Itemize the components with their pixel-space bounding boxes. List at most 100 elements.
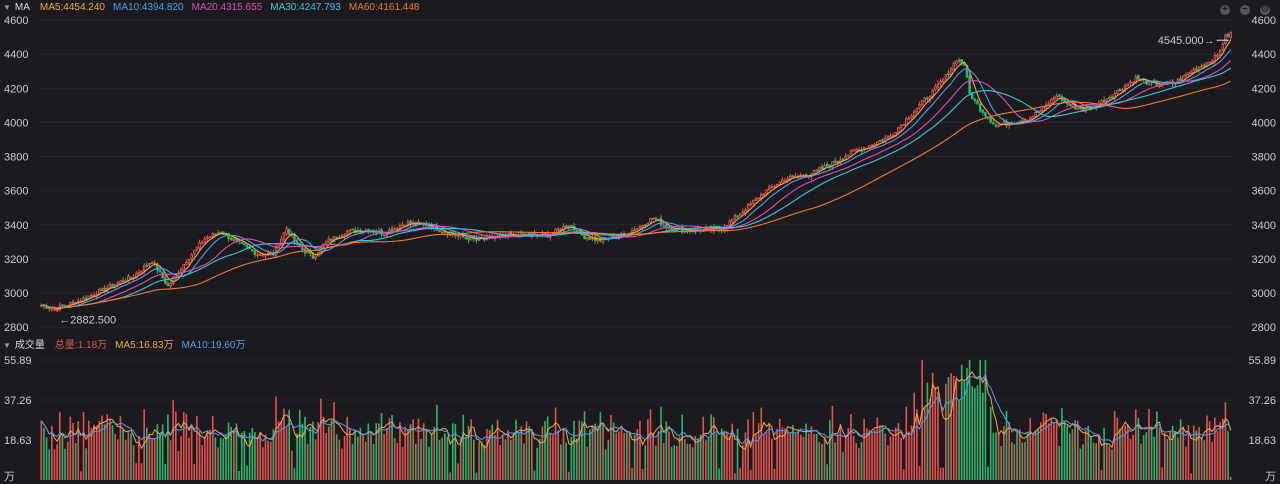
- candle: [744, 207, 747, 217]
- price-tick-right-label: 3400: [1252, 220, 1276, 232]
- volume-legend-bar: ▼ 成交量 总量:1.18万 MA5:16.83万 MA10:19.60万: [0, 338, 1280, 354]
- candle-body: [997, 124, 1000, 127]
- volume-axis: 55.89 55.89 37.26 37.26 18.63 18.63 万 万: [4, 355, 1276, 483]
- candle: [193, 249, 196, 257]
- zoom-in-icon[interactable]: +: [1220, 5, 1230, 15]
- collapse-chevron-icon[interactable]: ▼: [3, 341, 11, 350]
- candles: [40, 31, 1232, 312]
- volume-bar: [887, 445, 889, 480]
- volume-bar: [536, 447, 538, 480]
- candle: [778, 181, 781, 185]
- candle-body: [1126, 83, 1130, 87]
- candle-body: [957, 59, 961, 62]
- candle: [957, 57, 961, 64]
- candle-body: [211, 233, 215, 237]
- candle-body: [981, 109, 985, 114]
- volume-bar: [346, 416, 349, 480]
- volume-bar: [1203, 440, 1206, 480]
- candle: [129, 276, 133, 280]
- volume-chart[interactable]: 55.89 55.89 37.26 37.26 18.63 18.63 万 万: [0, 354, 1280, 484]
- volume-bar: [538, 438, 541, 480]
- candle-body: [1118, 89, 1122, 91]
- collapse-chevron-icon[interactable]: ▼: [3, 3, 11, 12]
- candle-body: [158, 269, 162, 273]
- volume-bar: [968, 360, 971, 480]
- candle-body: [185, 261, 188, 266]
- volume-bar: [106, 414, 109, 480]
- candle: [327, 235, 331, 244]
- candle: [759, 192, 763, 202]
- candle: [440, 229, 444, 235]
- volume-bar: [881, 425, 884, 480]
- candle: [182, 263, 185, 272]
- candle-body: [50, 308, 54, 311]
- candle-body: [1076, 106, 1079, 111]
- candle: [944, 73, 948, 81]
- volume-bar: [544, 421, 546, 480]
- volume-bar: [1018, 429, 1021, 480]
- price-chart[interactable]: 4600 4600 4400 4400 4200 4200 4000 4000 3800 3800…: [0, 16, 1280, 338]
- volume-bar: [72, 422, 74, 480]
- volume-bar: [926, 382, 929, 480]
- volume-bar: [502, 435, 504, 480]
- volume-bar: [449, 472, 451, 480]
- candle-body: [570, 224, 573, 228]
- volume-bar: [201, 445, 204, 480]
- volume-bar: [744, 432, 747, 480]
- candle-body: [1116, 90, 1119, 94]
- zoom-out-icon[interactable]: −: [1240, 5, 1250, 15]
- volume-bar: [800, 434, 802, 480]
- volume-bar: [135, 463, 138, 480]
- candle: [939, 78, 942, 87]
- candle-body: [229, 237, 233, 240]
- candle-body: [1189, 71, 1193, 74]
- volume-bar: [987, 466, 989, 480]
- price-tick-right-label: 3000: [1252, 288, 1276, 300]
- volume-bar: [1055, 420, 1058, 480]
- candle: [651, 217, 655, 220]
- volume-bar: [1042, 412, 1045, 480]
- price-axis: 4600 4600 4400 4400 4200 4200 4000 4000 3800 3800…: [4, 16, 1276, 334]
- volume-bar: [246, 465, 248, 480]
- volume-bar: [834, 442, 836, 480]
- candle: [377, 227, 381, 234]
- candle: [148, 262, 151, 268]
- volume-bar: [770, 438, 773, 480]
- candle-body: [738, 213, 742, 216]
- candle: [179, 267, 183, 276]
- candle: [438, 228, 441, 233]
- settings-icon[interactable]: ⚙: [1260, 4, 1270, 15]
- volume-bar: [560, 444, 562, 480]
- volume-bar: [499, 445, 502, 480]
- candle: [446, 232, 449, 239]
- volume-bar: [1090, 436, 1092, 480]
- volume-bar: [43, 428, 45, 480]
- volume-bar: [631, 468, 633, 480]
- candle-body: [636, 228, 639, 231]
- volume-bar: [974, 388, 976, 480]
- volume-bar: [1129, 438, 1132, 480]
- candle-body: [891, 134, 895, 138]
- volume-bar: [414, 443, 417, 480]
- volume-bar: [48, 449, 51, 480]
- candle-body: [103, 287, 106, 292]
- candle-body: [994, 124, 998, 127]
- volume-bar: [167, 414, 169, 480]
- volume-bar: [562, 429, 565, 480]
- volume-bar: [417, 418, 420, 480]
- volume-bar: [95, 425, 98, 480]
- volume-bar: [443, 433, 446, 480]
- candle-body: [335, 236, 338, 239]
- candle-body: [1200, 65, 1203, 68]
- candle-body: [116, 282, 120, 285]
- candle-body: [440, 231, 444, 234]
- volume-bars: [40, 360, 1232, 480]
- candle-body: [670, 228, 673, 231]
- candle-body: [140, 270, 143, 273]
- volume-bar: [620, 429, 623, 480]
- volume-bar: [776, 429, 778, 480]
- candle: [108, 281, 112, 289]
- candle-body: [1110, 96, 1114, 99]
- volume-bar: [349, 428, 351, 480]
- candle-body: [881, 139, 884, 142]
